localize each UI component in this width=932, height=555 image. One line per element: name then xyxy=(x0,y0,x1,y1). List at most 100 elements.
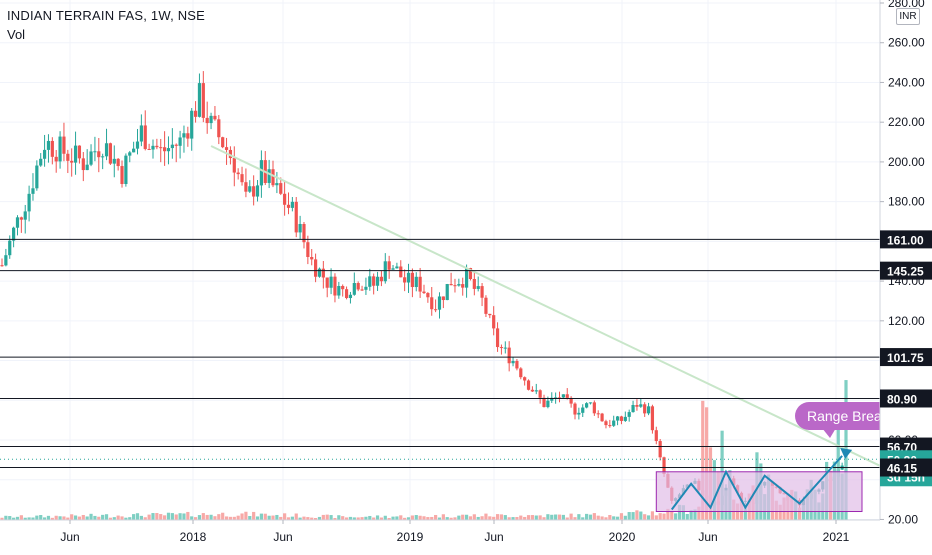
volume-bar xyxy=(209,514,213,520)
candle-body xyxy=(310,256,314,260)
x-tick-label: 2018 xyxy=(180,530,207,544)
volume-bar xyxy=(8,516,12,520)
x-tick-label: Jun xyxy=(60,530,79,544)
candle-body xyxy=(112,158,116,164)
volume-bar xyxy=(178,513,182,520)
candle-body xyxy=(538,390,542,398)
candle-body xyxy=(604,421,608,426)
candle-body xyxy=(267,169,271,183)
candle-body xyxy=(209,115,213,124)
volume-bar xyxy=(666,508,670,520)
candle-body xyxy=(410,272,414,288)
candle-body xyxy=(387,261,391,270)
candle-body xyxy=(399,266,403,278)
candle-body xyxy=(395,266,399,269)
candle-body xyxy=(228,149,233,159)
candle-body xyxy=(654,430,658,442)
volume-bar xyxy=(344,517,349,520)
volume-bar xyxy=(271,515,275,520)
candle-body xyxy=(341,285,345,290)
zigzag-pattern[interactable] xyxy=(670,455,843,511)
candle-body xyxy=(356,283,360,290)
volume-bar xyxy=(546,514,550,520)
volume-bar xyxy=(112,517,116,520)
candle-body xyxy=(585,403,589,408)
candle-body xyxy=(627,412,631,417)
volume-bar xyxy=(240,513,244,520)
volume-bar xyxy=(217,514,221,520)
candle-body xyxy=(588,402,593,404)
volume-bar xyxy=(186,511,190,520)
volume-bar xyxy=(403,517,407,520)
candle-body xyxy=(658,441,662,458)
volume-bar xyxy=(619,513,624,520)
volume-bar xyxy=(561,514,565,520)
volume-bar xyxy=(97,516,101,520)
candle-body xyxy=(89,151,93,165)
arrow-head xyxy=(840,447,853,459)
volume-bar xyxy=(635,510,639,520)
volume-bar xyxy=(573,517,577,520)
volume-bar xyxy=(654,515,658,520)
volume-bar xyxy=(302,516,306,520)
volume-bar xyxy=(77,516,82,520)
volume-bar xyxy=(12,517,16,520)
volume-bar xyxy=(128,517,132,520)
candle-body xyxy=(128,152,132,156)
volume-bar xyxy=(472,514,476,520)
candle-body xyxy=(507,347,511,364)
volume-bar xyxy=(0,517,4,520)
candle-body xyxy=(135,141,140,149)
candle-body xyxy=(643,404,647,414)
candle-body xyxy=(147,148,151,150)
candle-body xyxy=(116,158,120,167)
volume-bar xyxy=(418,515,422,520)
candle-body xyxy=(313,259,318,277)
currency-badge[interactable]: INR xyxy=(896,8,920,25)
range-box[interactable] xyxy=(655,471,863,513)
candle-body xyxy=(197,83,202,117)
volume-bar xyxy=(670,511,674,520)
candle-body xyxy=(170,144,174,149)
volume-bar xyxy=(104,514,109,520)
candle-body xyxy=(569,397,573,404)
volume-bar xyxy=(70,514,74,520)
volume-bar xyxy=(360,517,364,520)
level-price-label-bg xyxy=(880,230,932,249)
candle-body xyxy=(271,169,275,186)
support-price-label-bg xyxy=(880,458,932,477)
volume-bar xyxy=(410,515,414,520)
volume-bar xyxy=(306,517,310,520)
candle-body xyxy=(294,201,298,233)
candle-body xyxy=(174,144,178,146)
candle-body xyxy=(422,291,426,294)
chart-legend: INDIAN TERRAIN FAS, 1W, NSE Vol xyxy=(7,6,205,44)
candle-body xyxy=(464,267,469,288)
volume-bar xyxy=(588,514,593,520)
candle-body xyxy=(554,397,558,399)
candle-body xyxy=(58,136,62,162)
candle-body xyxy=(275,183,279,186)
candle-body xyxy=(232,158,236,173)
candle-body xyxy=(530,389,535,392)
candle-body xyxy=(437,296,442,310)
candle-body xyxy=(581,407,585,413)
candle-body xyxy=(635,405,639,407)
volume-bar xyxy=(352,517,356,520)
candle-body xyxy=(646,406,651,414)
candle-body xyxy=(236,172,240,175)
trendline[interactable] xyxy=(210,145,881,467)
candle-body xyxy=(19,217,23,220)
annotation-bubble[interactable] xyxy=(795,402,895,430)
support-price-label: 46.15 xyxy=(887,462,917,476)
candle-body xyxy=(375,276,380,286)
candle-body xyxy=(0,265,4,267)
y-tick-label: 240.00 xyxy=(888,75,925,89)
volume-bar xyxy=(248,516,252,520)
volume-bar xyxy=(434,514,438,520)
candle-body xyxy=(248,186,252,192)
candle-body xyxy=(561,394,565,398)
volume-bar xyxy=(395,516,399,520)
